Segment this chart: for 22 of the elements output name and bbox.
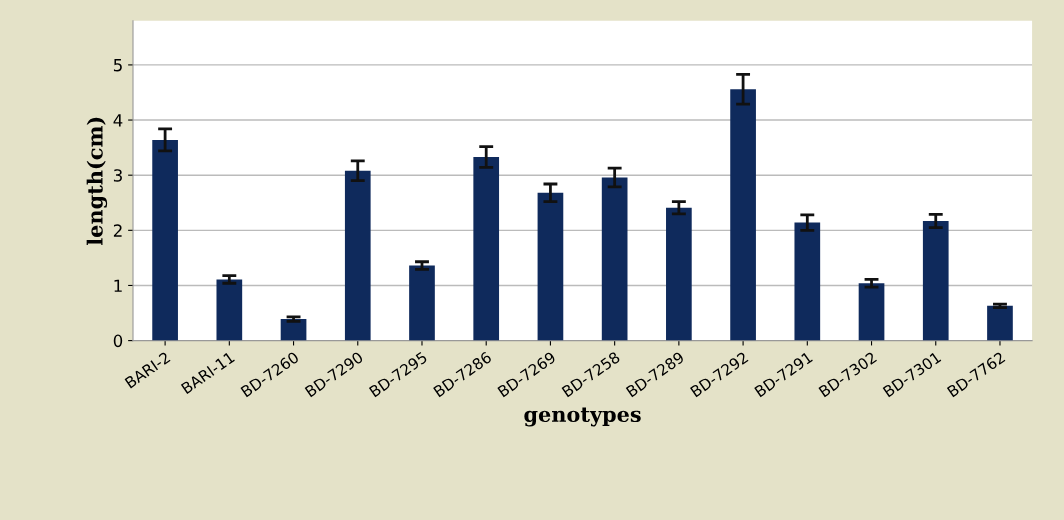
bar: [409, 265, 435, 341]
y-tick-label: 0: [113, 334, 123, 348]
bar: [666, 207, 692, 341]
y-axis-title: length(cm): [86, 117, 108, 246]
bar: [280, 319, 307, 341]
bar: [794, 222, 821, 341]
y-tick-label: 1: [114, 279, 122, 292]
bar: [730, 89, 756, 341]
bar: [922, 220, 949, 341]
bar: [473, 156, 500, 341]
y-tick-label: 3: [113, 169, 122, 182]
y-tick-label: 4: [113, 114, 123, 127]
bar: [216, 279, 243, 341]
bar: [152, 139, 178, 341]
bar: [987, 305, 1013, 341]
bar: [858, 283, 885, 341]
bar: [601, 177, 628, 341]
bar: [537, 192, 564, 341]
y-tick-label: 5: [113, 59, 122, 72]
x-axis-title: genotypes: [524, 407, 641, 427]
y-tick-label: 2: [113, 224, 122, 237]
bar: [344, 170, 371, 341]
